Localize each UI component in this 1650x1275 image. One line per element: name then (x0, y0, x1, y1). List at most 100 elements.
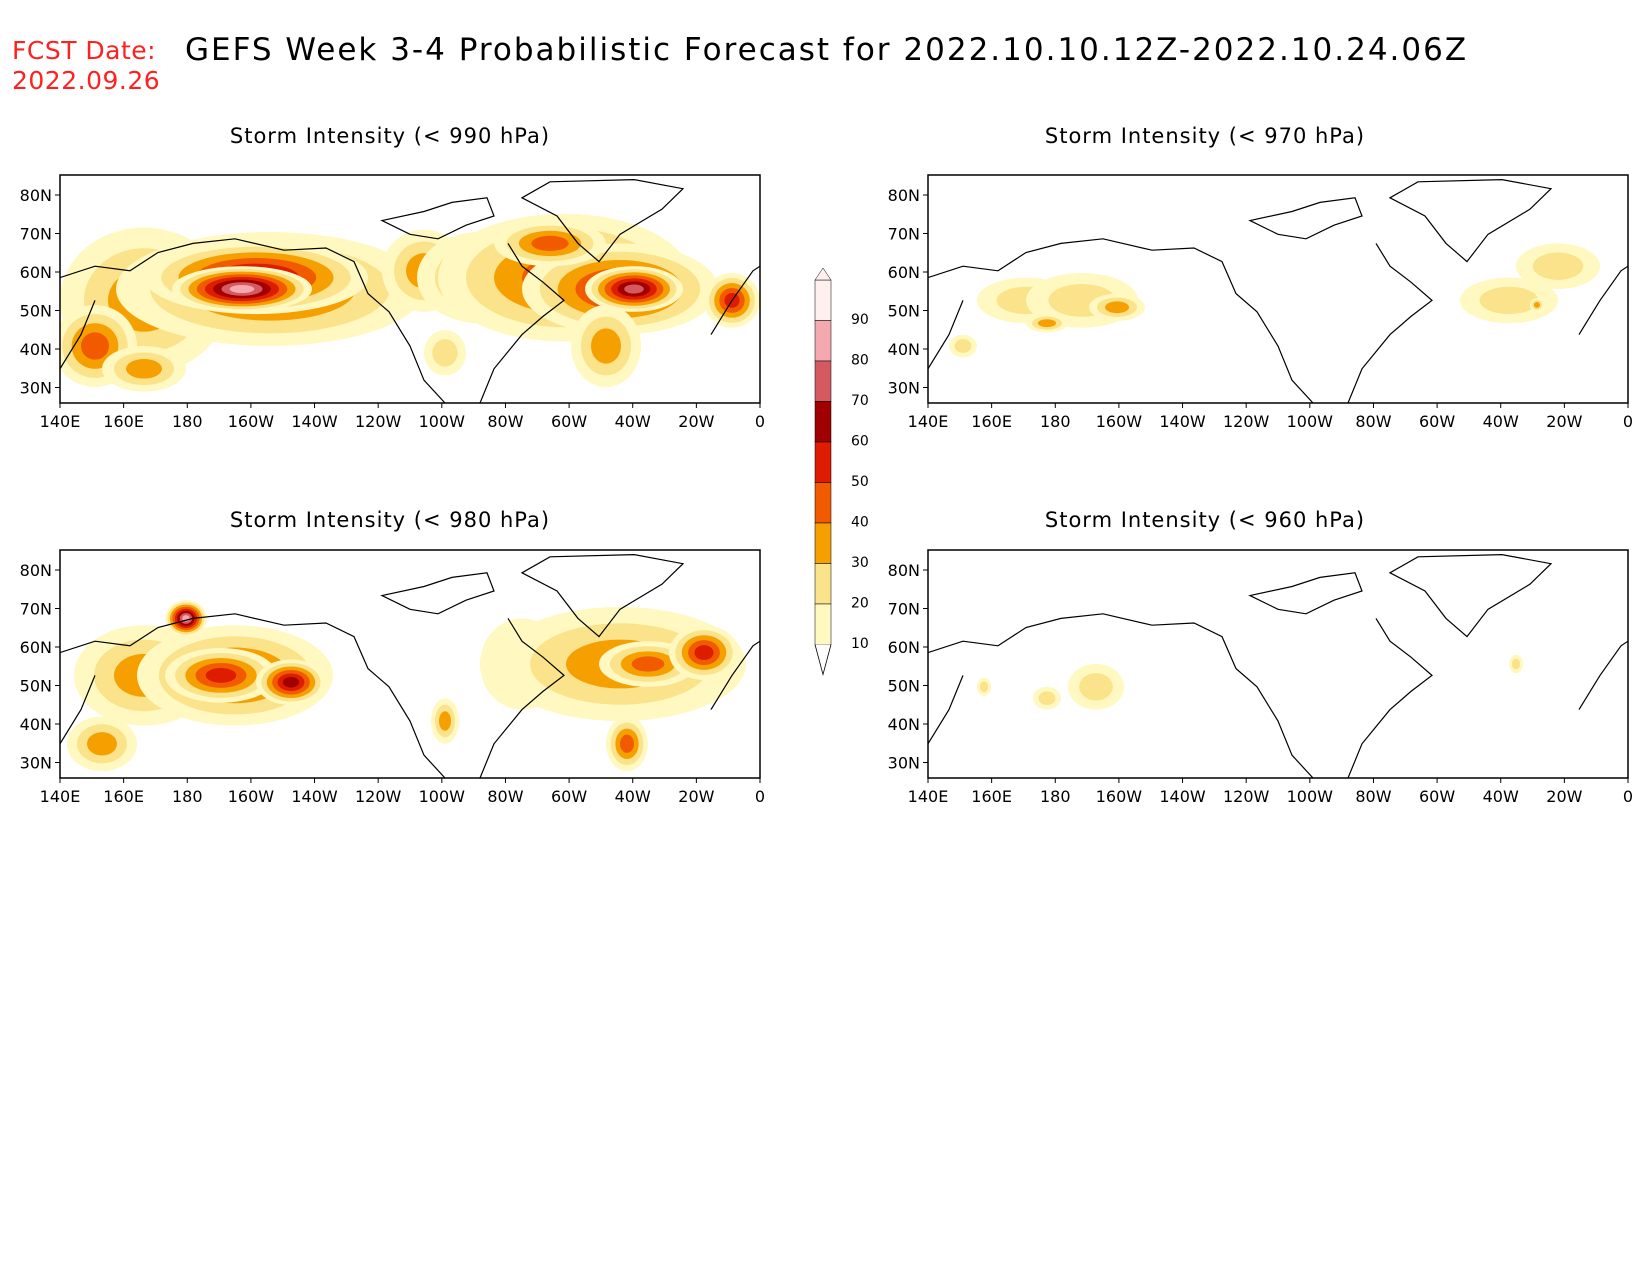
lat-label: 30N (20, 379, 52, 398)
shade-cell (1105, 301, 1129, 314)
lat-label: 40N (20, 340, 52, 359)
lon-label: 0 (1623, 412, 1633, 431)
probability-shading (949, 243, 1600, 358)
lon-label: 160E (971, 787, 1012, 806)
forecast-date-label: FCST Date: (12, 36, 157, 65)
coastline (479, 243, 565, 403)
lat-label: 40N (888, 715, 920, 734)
shade-cell (1511, 658, 1521, 670)
lat-label: 50N (20, 302, 52, 321)
lat-label: 70N (20, 600, 52, 619)
coastline (1578, 640, 1628, 710)
lon-label: 140W (1159, 787, 1206, 806)
lon-label: 180 (172, 787, 203, 806)
coastline (1347, 618, 1433, 778)
lon-label: 80W (1355, 787, 1391, 806)
coastline (710, 265, 760, 335)
lat-label: 70N (20, 225, 52, 244)
panel-title-980: Storm Intensity (< 980 hPa) (229, 508, 551, 532)
lon-label: 140E (40, 412, 81, 431)
forecast-date-block: FCST Date: 2022.09.26 (12, 36, 160, 96)
lon-label: 140W (291, 412, 338, 431)
lon-label: 120W (1223, 412, 1270, 431)
coastline (928, 238, 1314, 403)
probability-shading (60, 213, 760, 392)
shade-cell (954, 339, 972, 353)
coastlines (928, 553, 1628, 778)
lon-label: 80W (487, 787, 523, 806)
lon-label: 180 (172, 412, 203, 431)
coastline (1248, 572, 1363, 615)
shade-cell (282, 676, 300, 688)
shade-cell (87, 732, 117, 756)
lon-label: 40W (1483, 787, 1519, 806)
coastline (60, 238, 446, 403)
colorbar-label: 80 (851, 353, 869, 369)
probability-shading (67, 600, 746, 772)
forecast-date-value: 2022.09.26 (12, 66, 161, 95)
main-title: GEFS Week 3-4 Probabilistic Forecast for… (185, 32, 1469, 68)
coastline (380, 197, 495, 240)
lat-label: 50N (888, 677, 920, 696)
coastlines (928, 178, 1628, 403)
lat-label: 60N (20, 263, 52, 282)
colorbar-swatch (814, 320, 832, 362)
lon-label: 140E (40, 787, 81, 806)
shade-cell (624, 284, 644, 294)
lon-label: 160W (228, 787, 275, 806)
lon-label: 40W (615, 787, 651, 806)
coastline (1388, 553, 1553, 638)
lat-label: 70N (888, 600, 920, 619)
coastline (60, 675, 96, 745)
colorbar: 90 80 70 60 50 40 30 20 10 (814, 267, 869, 677)
lon-label: 80W (487, 412, 523, 431)
coastline (1388, 178, 1553, 263)
coastline (928, 613, 1314, 778)
coastline (60, 300, 96, 370)
lon-label: 180 (1040, 412, 1071, 431)
lon-label: 40W (1483, 412, 1519, 431)
map-frame (927, 549, 1629, 779)
colorbar-label: 50 (851, 474, 869, 490)
lon-label: 120W (355, 412, 402, 431)
map-panel-990: 80N 70N 60N 50N 40N 30N 140E 160E 180 160W 140W 120… (20, 174, 765, 431)
lon-label: 160E (103, 787, 144, 806)
shade-cell (1534, 302, 1540, 308)
probability-shading (977, 654, 1523, 710)
lat-label: 70N (888, 225, 920, 244)
shade-cell (631, 656, 665, 672)
colorbar-label: 30 (851, 555, 869, 571)
lon-label: 120W (1223, 787, 1270, 806)
colorbar-swatch (814, 279, 832, 321)
lon-label: 60W (1419, 412, 1455, 431)
lat-label: 80N (20, 186, 52, 205)
shade-cell (1079, 673, 1113, 701)
shade-cell (694, 645, 714, 661)
colorbar-swatch (814, 522, 832, 564)
colorbar-top-cap (814, 267, 832, 281)
colorbar-swatch (814, 441, 832, 483)
shade-cell (439, 711, 451, 731)
lon-label: 100W (1287, 412, 1334, 431)
lon-label: 120W (355, 787, 402, 806)
coastline (520, 178, 685, 263)
lon-label: 100W (419, 787, 466, 806)
map-frame (59, 549, 761, 779)
colorbar-label: 20 (851, 596, 869, 612)
lon-label: 0 (755, 412, 765, 431)
shade-cell (229, 284, 255, 294)
shade-cell (1038, 319, 1056, 328)
coastline (1248, 197, 1363, 240)
lat-label: 80N (20, 561, 52, 580)
colorbar-swatch (814, 360, 832, 402)
colorbar-swatch (814, 401, 832, 443)
lat-label: 30N (888, 754, 920, 773)
lon-label: 40W (615, 412, 651, 431)
shade-cell (432, 339, 458, 367)
map-panel-970: 80N 70N 60N 50N 40N 30N 140E 160E 180 160W 140W 120… (888, 174, 1633, 431)
lon-label: 140E (908, 787, 949, 806)
lat-label: 80N (888, 561, 920, 580)
coastline (1578, 265, 1628, 335)
lat-label: 50N (888, 302, 920, 321)
